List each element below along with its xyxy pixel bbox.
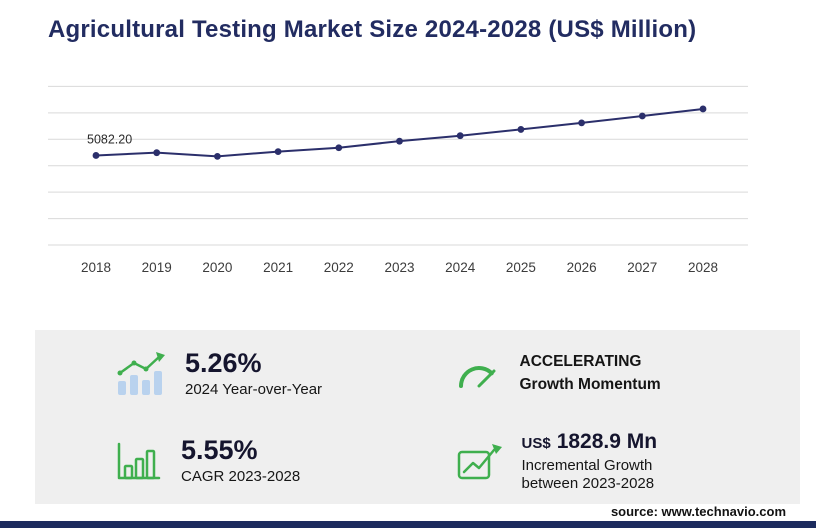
x-axis-label: 2022 <box>324 260 354 275</box>
market-size-line <box>95 107 704 158</box>
yoy-label: 2024 Year-over-Year <box>185 380 323 398</box>
momentum-line1: ACCELERATING <box>519 353 642 370</box>
data-point <box>638 112 646 120</box>
data-point <box>517 126 525 133</box>
page-title: Agricultural Testing Market Size 2024-20… <box>48 16 697 43</box>
data-point <box>92 152 100 159</box>
data-point <box>274 148 282 156</box>
x-axis-label: 2028 <box>688 260 718 275</box>
first-point-value-label: 5082.20 <box>87 132 132 146</box>
data-point <box>699 105 707 113</box>
incremental-line1: Incremental Growth <box>521 456 653 474</box>
cagr-label: CAGR 2023-2028 <box>181 467 301 485</box>
market-size-line-chart: 2018 2019 2020 2021 2022 2023 2024 2025 2026 2027… <box>48 85 748 275</box>
source-attribution: source: www.technavio.com <box>610 504 786 519</box>
bar-chart-icon <box>115 440 163 482</box>
stat-momentum: ACCELERATING Growth Momentum <box>418 353 801 394</box>
yoy-value: 5.26% <box>185 348 262 379</box>
data-point <box>214 152 221 160</box>
x-axis-label: 2019 <box>142 260 172 275</box>
x-axis-label: 2021 <box>263 260 293 275</box>
x-axis-label: 2024 <box>445 260 476 275</box>
stat-cagr: 5.55% CAGR 2023-2028 <box>35 435 418 485</box>
x-axis-label: 2018 <box>81 260 111 275</box>
footer-bar <box>0 521 816 528</box>
incremental-line2: between 2023-2028 <box>521 474 655 492</box>
data-point <box>456 132 464 140</box>
x-axis-label: 2026 <box>567 260 597 275</box>
stat-incremental: US$ 1828.9 Mn Incremental Growth between… <box>418 430 801 492</box>
incremental-currency: US$ <box>521 434 551 452</box>
data-point <box>396 137 403 145</box>
incremental-value: 1828.9 Mn <box>556 429 658 453</box>
x-axis-label: 2027 <box>627 260 657 275</box>
x-axis-label: 2025 <box>506 260 536 275</box>
x-axis-label: 2023 <box>384 260 414 275</box>
data-point <box>153 149 161 157</box>
momentum-line2: Growth Momentum <box>519 376 661 393</box>
data-point <box>335 144 343 152</box>
yoy-bar-growth-icon <box>115 351 167 397</box>
cagr-value: 5.55% <box>181 435 258 466</box>
stats-card: 5.26% 2024 Year-over-Year ACCELERATING G… <box>35 330 800 504</box>
data-point <box>578 119 585 127</box>
stat-yoy: 5.26% 2024 Year-over-Year <box>35 348 418 398</box>
x-axis-label: 2020 <box>202 260 232 275</box>
line-growth-icon <box>456 440 504 482</box>
speedometer-icon <box>456 354 502 394</box>
